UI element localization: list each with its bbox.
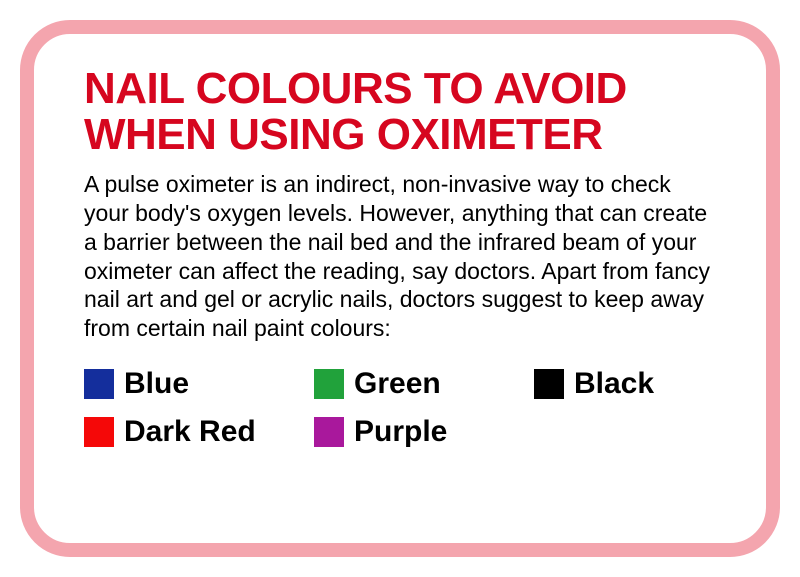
- swatch-item: Dark Red: [84, 415, 314, 449]
- swatch-item: Green: [314, 367, 534, 401]
- swatch-color-box: [84, 369, 114, 399]
- info-card: NAIL COLOURS TO AVOID WHEN USING OXIMETE…: [20, 20, 780, 557]
- swatch-item: Black: [534, 367, 714, 401]
- swatch-color-box: [314, 417, 344, 447]
- swatch-label: Dark Red: [124, 415, 256, 449]
- card-title: NAIL COLOURS TO AVOID WHEN USING OXIMETE…: [84, 66, 716, 158]
- color-swatch-grid: Blue Green Black Dark Red Purple: [84, 367, 716, 449]
- swatch-color-box: [314, 369, 344, 399]
- swatch-item: Blue: [84, 367, 314, 401]
- swatch-label: Black: [574, 367, 654, 401]
- swatch-label: Green: [354, 367, 441, 401]
- swatch-label: Blue: [124, 367, 189, 401]
- swatch-item: Purple: [314, 415, 534, 449]
- swatch-color-box: [534, 369, 564, 399]
- swatch-label: Purple: [354, 415, 447, 449]
- card-description: A pulse oximeter is an indirect, non-inv…: [84, 170, 716, 343]
- swatch-color-box: [84, 417, 114, 447]
